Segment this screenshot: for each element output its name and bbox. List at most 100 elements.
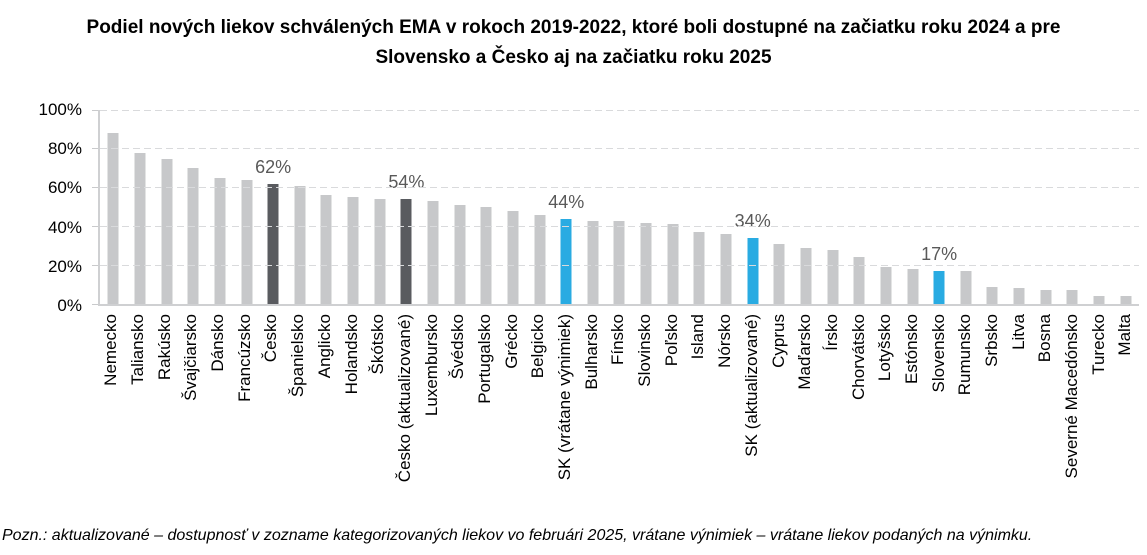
bar-column: 17% — [921, 110, 957, 304]
x-axis-label-column: Grécko — [498, 314, 525, 520]
x-axis-label: Bulharsko — [581, 314, 601, 390]
x-axis-label: Dánsko — [208, 314, 228, 372]
gridline — [100, 225, 1139, 227]
y-axis-tick-label: 40% — [47, 217, 82, 237]
bar — [1093, 296, 1105, 304]
x-axis-label-column: Španielsko — [285, 314, 312, 520]
y-axis-tick-label: 80% — [47, 139, 82, 159]
bar-column — [526, 110, 553, 304]
y-axis-tick — [92, 187, 98, 189]
x-axis-label-column: Estónsko — [899, 314, 926, 520]
bar — [773, 243, 785, 304]
bar — [800, 247, 812, 304]
bar-value-label: 34% — [734, 211, 771, 232]
x-axis-label-column: SK (aktualizované) — [739, 314, 766, 520]
bar-column — [713, 110, 740, 304]
bar-column — [286, 110, 313, 304]
y-axis-tick — [92, 303, 98, 305]
x-axis-label: Chorvátsko — [848, 314, 868, 400]
x-axis-label-column: Turecko — [1085, 314, 1112, 520]
bar — [374, 199, 386, 304]
x-axis-label-column: Švédsko — [445, 314, 472, 520]
bar — [241, 179, 253, 304]
x-axis-label-column: Taliansko — [125, 314, 152, 520]
bar-column: 44% — [548, 110, 584, 304]
bar — [1120, 296, 1132, 304]
x-axis-label-column: Cyprus — [765, 314, 792, 520]
bar — [107, 133, 119, 304]
bar-column — [659, 110, 686, 304]
bar-column — [873, 110, 900, 304]
x-axis-label: Estónsko — [901, 314, 921, 384]
y-axis-tick-label: 100% — [38, 100, 82, 119]
bar — [1066, 290, 1078, 304]
bar-column — [500, 110, 527, 304]
x-axis-label-column: Francúzsko — [231, 314, 258, 520]
x-axis-label: SK (aktualizované) — [741, 314, 761, 457]
bar — [267, 183, 279, 304]
bar-column — [313, 110, 340, 304]
bar — [507, 210, 519, 304]
bar-value-label: 17% — [921, 244, 958, 265]
x-axis-label-column: Bosna — [1032, 314, 1059, 520]
bar-column — [420, 110, 447, 304]
x-axis-label-column: Poľsko — [658, 314, 685, 520]
bar — [1040, 290, 1052, 304]
x-axis-label: Severné Macedónsko — [1062, 314, 1082, 479]
x-axis-label: Írsko — [821, 314, 841, 351]
x-axis-label: Grécko — [501, 314, 521, 369]
y-axis-tick — [92, 148, 98, 150]
x-axis-label: Rumunsko — [955, 314, 975, 396]
x-axis-label-column: Maďarsko — [792, 314, 819, 520]
bar-column — [819, 110, 846, 304]
bar-column: 54% — [388, 110, 424, 304]
bar-column: 34% — [735, 110, 771, 304]
bar — [587, 220, 599, 304]
bar-column — [606, 110, 633, 304]
bar-column — [793, 110, 820, 304]
x-axis-label: Poľsko — [661, 314, 681, 367]
x-axis-label: Slovinsko — [635, 314, 655, 387]
bar-column — [340, 110, 367, 304]
bar-column — [1059, 110, 1086, 304]
x-axis-label-column: Anglicko — [312, 314, 339, 520]
bar — [933, 271, 945, 304]
x-axis-label: Luxembursko — [421, 314, 441, 417]
y-axis-tick — [92, 109, 98, 111]
bar-column — [580, 110, 607, 304]
y-axis-tick-label: 20% — [47, 256, 82, 276]
x-axis-label: Malta — [1115, 314, 1135, 356]
x-axis-label: Cyprus — [768, 314, 788, 368]
x-axis-label-column: Česko (aktualizované) — [392, 314, 419, 520]
x-axis-label: Lotyšsko — [875, 314, 895, 382]
bar-column — [366, 110, 393, 304]
bar-value-label: 54% — [388, 172, 425, 193]
bar-column — [473, 110, 500, 304]
x-axis-label: Fínsko — [608, 314, 628, 366]
bar — [134, 152, 146, 304]
x-axis-label-column: Litva — [1005, 314, 1032, 520]
bar-column — [153, 110, 180, 304]
x-axis-label: Slovensko — [928, 314, 948, 393]
chart-title-line-2: Slovensko a Česko aj na začiatku roku 20… — [375, 47, 772, 68]
x-axis-label: Portugalsko — [474, 314, 494, 404]
bar-column — [100, 110, 127, 304]
bar-column — [1112, 110, 1139, 304]
chart-title-line-1: Podiel nových liekov schválených EMA v r… — [86, 17, 1061, 38]
bar — [347, 197, 359, 304]
x-axis-label: Litva — [1008, 314, 1028, 350]
plot-area: 62% 54% 44% 34% 17% — [92, 109, 1139, 306]
x-axis-label-column: Dánsko — [205, 314, 232, 520]
gridline — [100, 187, 1139, 189]
x-axis-label: Škótsko — [368, 314, 388, 375]
gridline — [100, 264, 1139, 266]
x-axis-label-column: Nemecko — [98, 314, 125, 520]
x-axis-label: Francúzsko — [234, 314, 254, 402]
bar — [907, 269, 919, 304]
bars-row: 62% 54% 44% 34% 17% — [100, 110, 1139, 304]
bar — [320, 195, 332, 304]
x-axis-label-column: Rakúsko — [151, 314, 178, 520]
bar — [214, 177, 226, 304]
bar-column — [207, 110, 234, 304]
